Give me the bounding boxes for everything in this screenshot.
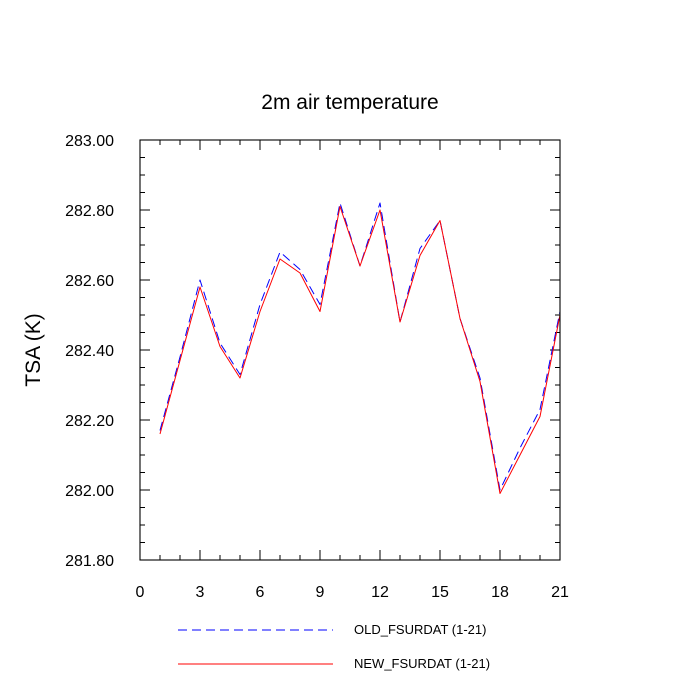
y-axis-label: TSA (K) [22, 313, 45, 387]
y-tick-label: 282.00 [65, 483, 114, 500]
x-tick-label: 12 [371, 584, 389, 601]
x-tick-label: 15 [431, 584, 449, 601]
x-tick-label: 18 [491, 584, 509, 601]
plot-frame [139, 139, 561, 561]
ticks-layer: 0 3 6 9 12 15 18 21 281.80 282.00 282.20 282.40 282.… [65, 133, 569, 601]
legend: OLD_FSURDAT (1-21) NEW_FSURDAT (1-21) [178, 622, 490, 671]
x-tick-label: 3 [196, 584, 205, 601]
y-tick-label: 282.60 [65, 273, 114, 290]
y-tick-label: 282.40 [65, 343, 114, 360]
y-tick-label: 283.00 [65, 133, 114, 150]
y-tick-label: 282.80 [65, 203, 114, 220]
legend-label-1: OLD_FSURDAT (1-21) [354, 622, 486, 637]
legend-label-2: NEW_FSURDAT (1-21) [354, 656, 490, 671]
x-tick-label: 6 [256, 584, 265, 601]
chart-title: 2m air temperature [261, 91, 438, 114]
x-tick-label: 0 [136, 584, 145, 601]
x-tick-label: 21 [551, 584, 569, 601]
y-tick-label: 282.20 [65, 413, 114, 430]
y-tick-label: 281.80 [65, 553, 114, 570]
x-tick-label: 9 [316, 584, 325, 601]
series-layer [159, 202, 561, 494]
series-line-2 [159, 206, 561, 494]
